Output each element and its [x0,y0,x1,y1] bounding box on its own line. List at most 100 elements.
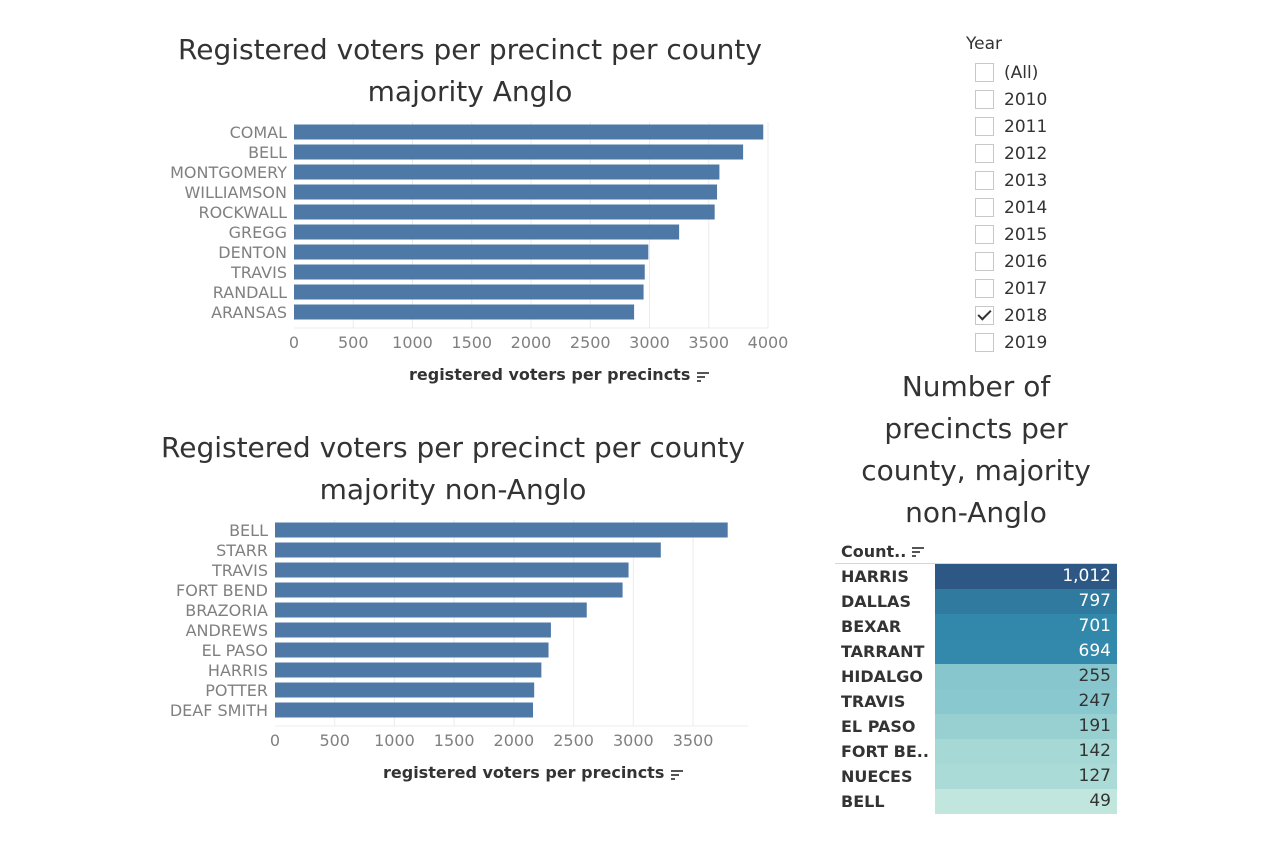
bar[interactable] [275,642,549,658]
bar-chart-anglo: COMALBELLMONTGOMERYWILLIAMSONROCKWALLGRE… [170,122,788,352]
table-row[interactable]: DALLAS 797 [835,589,1117,614]
year-option[interactable]: 2011 [966,113,1096,140]
category-label: ROCKWALL [198,203,287,222]
county-name: DALLAS [841,592,911,611]
checkbox-icon[interactable] [975,225,994,244]
bar[interactable] [294,204,715,220]
checkbox-icon[interactable] [975,333,994,352]
year-filter: Year (All) 2010 2011 2012 2013 2014 2015 2016 20… [966,34,1096,356]
checkbox-icon[interactable] [975,117,994,136]
bar[interactable] [275,522,728,538]
year-option-label: 2013 [1004,170,1048,191]
checkbox-checked-icon[interactable] [975,306,994,325]
sort-icon[interactable] [670,768,684,780]
category-label: HARRIS [208,661,268,680]
year-option[interactable]: 2014 [966,194,1096,221]
category-label: TRAVIS [211,561,268,580]
x-tick-label: 500 [319,731,350,750]
bar[interactable] [294,164,720,180]
precinct-count-cell: 701 [935,614,1117,639]
precinct-count-cell: 49 [935,789,1117,814]
bar[interactable] [275,662,542,678]
category-label: BELL [229,521,268,540]
checkbox-icon[interactable] [975,279,994,298]
county-name: BELL [841,792,885,811]
checkbox-icon[interactable] [975,90,994,109]
year-option[interactable]: 2016 [966,248,1096,275]
bar[interactable] [294,284,644,300]
year-option-label: 2016 [1004,251,1048,272]
bar[interactable] [294,244,649,260]
x-axis-title-anglo[interactable]: registered voters per precincts [409,365,710,384]
bar[interactable] [294,264,645,280]
bar[interactable] [294,224,680,240]
year-option[interactable]: 2012 [966,140,1096,167]
category-label: WILLIAMSON [184,183,287,202]
precinct-count-cell: 255 [935,664,1117,689]
checkbox-icon[interactable] [975,198,994,217]
category-label: ANDREWS [186,621,268,640]
x-tick-label: 2500 [553,731,594,750]
precinct-count-cell: 127 [935,764,1117,789]
checkbox-icon[interactable] [975,144,994,163]
year-option-label: 2014 [1004,197,1048,218]
year-option-label: 2012 [1004,143,1048,164]
year-option-label: 2018 [1004,305,1048,326]
year-option[interactable]: 2017 [966,275,1096,302]
bar[interactable] [275,562,629,578]
bar[interactable] [275,542,661,558]
x-axis-title-nonanglo[interactable]: registered voters per precincts [383,763,684,782]
county-name: TARRANT [841,642,925,661]
precinct-count-cell: 1,012 [935,564,1117,589]
bar[interactable] [294,124,764,140]
checkbox-icon[interactable] [975,63,994,82]
bar[interactable] [275,582,623,598]
bar[interactable] [275,622,551,638]
table-row[interactable]: BELL 49 [835,789,1117,814]
county-name: HIDALGO [841,667,923,686]
table-row[interactable]: BEXAR 701 [835,614,1117,639]
category-label: GREGG [229,223,287,242]
category-label: POTTER [205,681,268,700]
table-row[interactable]: NUECES 127 [835,764,1117,789]
year-option[interactable]: 2019 [966,329,1096,356]
x-tick-label: 3000 [629,333,670,352]
year-option[interactable]: 2013 [966,167,1096,194]
year-option[interactable]: 2010 [966,86,1096,113]
precinct-count-cell: 797 [935,589,1117,614]
category-label: DENTON [218,243,287,262]
precinct-count-cell: 247 [935,689,1117,714]
x-tick-label: 500 [338,333,369,352]
x-tick-label: 2000 [494,731,535,750]
table-row[interactable]: HARRIS 1,012 [835,564,1117,589]
table-header[interactable]: Count.. [835,539,1117,564]
table-row[interactable]: TARRANT 694 [835,639,1117,664]
table-row[interactable]: EL PASO 191 [835,714,1117,739]
bar[interactable] [275,602,587,618]
table-row[interactable]: TRAVIS 247 [835,689,1117,714]
bar[interactable] [294,144,744,160]
checkbox-icon[interactable] [975,171,994,190]
category-label: EL PASO [202,641,268,660]
bar[interactable] [275,702,533,718]
bar[interactable] [275,682,535,698]
precinct-count-cell: 142 [935,739,1117,764]
category-label: ARANSAS [211,303,287,322]
sort-icon[interactable] [696,370,710,382]
sort-icon[interactable] [911,545,925,557]
checkbox-icon[interactable] [975,252,994,271]
year-filter-list: (All) 2010 2011 2012 2013 2014 2015 2016 2017 201… [966,59,1096,356]
category-label: TRAVIS [230,263,287,282]
category-label: COMAL [230,123,288,142]
x-tick-label: 1500 [434,731,475,750]
table-row[interactable]: FORT BE.. 142 [835,739,1117,764]
bar[interactable] [294,304,635,320]
year-option[interactable]: (All) [966,59,1096,86]
x-tick-label: 3500 [673,731,714,750]
bar[interactable] [294,184,718,200]
x-tick-label: 0 [270,731,280,750]
table-row[interactable]: HIDALGO 255 [835,664,1117,689]
year-option[interactable]: 2018 [966,302,1096,329]
year-option[interactable]: 2015 [966,221,1096,248]
